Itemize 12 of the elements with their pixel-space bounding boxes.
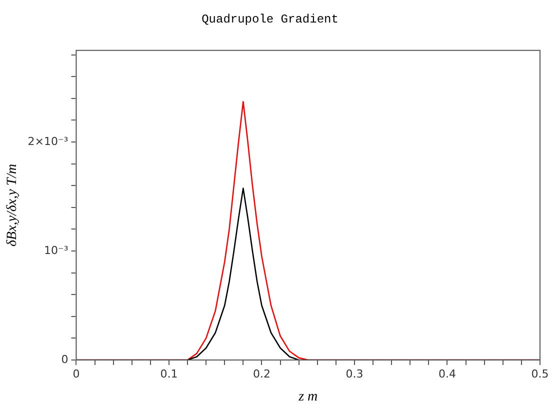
- y-tick-label: 0: [61, 352, 68, 366]
- y-axis-title: δBx,y/δx,y T/m: [5, 164, 20, 247]
- x-tick-label: 0.3: [346, 367, 364, 380]
- y-tick-label: 10⁻³: [44, 244, 68, 257]
- x-tick-label: 0.4: [438, 367, 456, 380]
- y-tick-label: 2×10⁻³: [28, 134, 68, 148]
- x-tick-label: 0.2: [252, 367, 270, 380]
- x-axis-title: z m: [298, 389, 318, 404]
- x-tick-label: 0.5: [531, 367, 549, 380]
- chart-title: Quadrupole Gradient: [202, 12, 338, 26]
- x-tick-label: 0: [72, 367, 80, 380]
- x-tick-label: 0.1: [160, 367, 178, 380]
